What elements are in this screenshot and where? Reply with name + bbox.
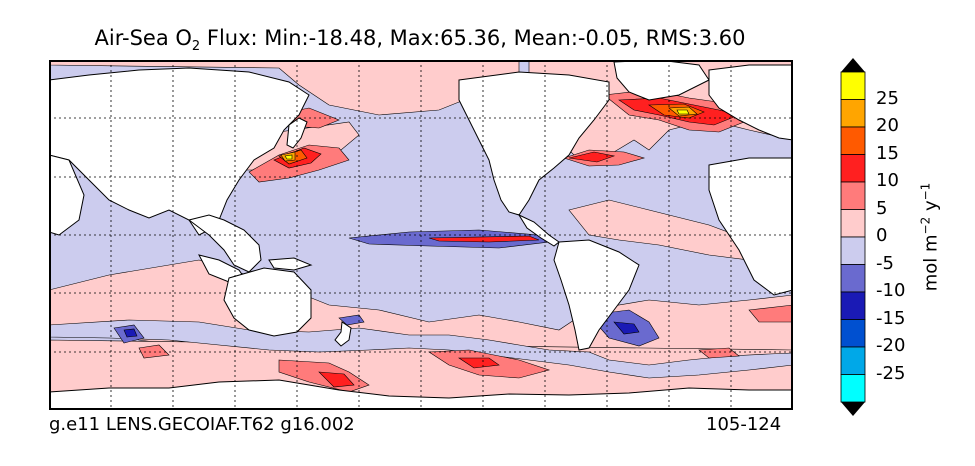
europe [708, 64, 793, 141]
africa-right [708, 157, 793, 296]
eurasia [49, 67, 310, 236]
southeast-asia [187, 214, 262, 273]
antarctica [49, 379, 793, 410]
south-america [553, 239, 640, 351]
colorbar-tick-label: 0 [876, 225, 888, 246]
colorbar-tick-label: 10 [876, 170, 899, 191]
units-mid: y [920, 200, 942, 217]
colorbar-tick-label: 5 [876, 197, 888, 219]
colorbar-swatch [840, 319, 866, 348]
colorbar-tick-label: 25 [876, 87, 899, 109]
colorbar-swatch [840, 346, 866, 375]
title-suffix: Flux: Min:-18.48, Max:65.36, Mean:-0.05,… [200, 26, 746, 50]
north-america [458, 71, 610, 216]
case-name-label: g.e11 LENS.GECOIAF.T62 g16.002 [49, 414, 355, 435]
new-guinea [268, 257, 313, 271]
colorbar-swatch [840, 154, 866, 183]
colorbar-units: mol m−2 y−1 [919, 183, 942, 292]
land-masses [49, 60, 793, 410]
map-frame [49, 60, 793, 410]
equatorial-positive-band [428, 235, 540, 243]
plot-title: Air-Sea O2 Flux: Min:-18.48, Max:65.36, … [0, 26, 840, 54]
colorbar-tick-label: 20 [876, 115, 899, 136]
colorbar-swatch [840, 374, 866, 403]
colorbar-tick-label: 15 [876, 142, 899, 164]
colorbar-under-arrow [841, 402, 865, 416]
colorbar-tick-label: -25 [876, 362, 906, 384]
colorbar-tick-label: -10 [876, 280, 906, 301]
colorbar-swatch [840, 71, 866, 100]
colorbar-swatch [840, 291, 866, 320]
positive-flux-max [284, 109, 690, 160]
colorbar-over-arrow [841, 58, 865, 72]
colorbar-swatch [840, 264, 866, 293]
negative-flux-strong [123, 321, 640, 338]
central-america [517, 213, 560, 247]
colorbar-swatch [840, 99, 866, 128]
colorbar-swatch [840, 126, 866, 155]
colorbar [840, 58, 866, 416]
units-exp2: −1 [918, 182, 933, 201]
units-exp1: −2 [918, 216, 933, 235]
colorbar-swatch [840, 181, 866, 210]
colorbar-swatch [840, 209, 866, 238]
title-subscript: 2 [191, 39, 201, 55]
colorbar-tick-label: -5 [876, 252, 894, 274]
colorbar-tick-label: -20 [876, 335, 906, 356]
new-zealand [334, 321, 352, 347]
africa [49, 154, 85, 236]
flux-map [49, 60, 793, 410]
units-base: mol m [920, 234, 942, 292]
years-label: 105-124 [706, 414, 782, 435]
title-prefix: Air-Sea O [94, 26, 192, 50]
gridlines [49, 60, 793, 410]
colorbar-tick-label: -15 [876, 307, 906, 329]
colorbar-swatch [840, 236, 866, 265]
